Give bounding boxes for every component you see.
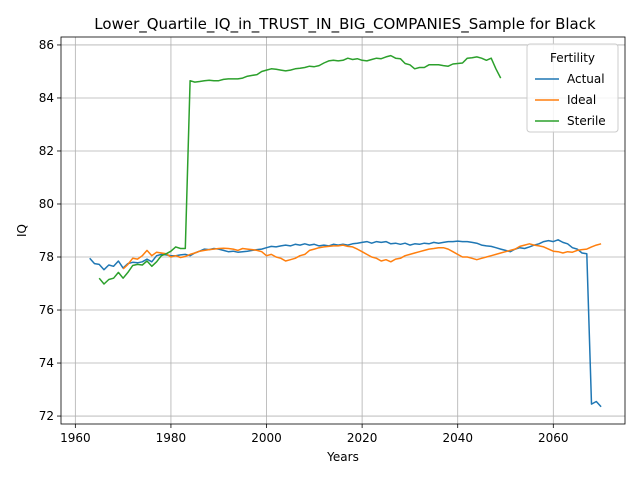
legend-label-sterile: Sterile: [567, 114, 606, 128]
x-tick-label: 2060: [538, 431, 569, 445]
y-tick-label: 72: [39, 409, 54, 423]
y-tick-label: 86: [39, 38, 54, 52]
x-tick-label: 2020: [347, 431, 378, 445]
x-axis-label: Years: [326, 450, 359, 464]
y-tick-label: 74: [39, 356, 54, 370]
y-tick-label: 76: [39, 303, 54, 317]
y-tick-label: 82: [39, 144, 54, 158]
chart-title: Lower_Quartile_IQ_in_TRUST_IN_BIG_COMPAN…: [94, 15, 596, 34]
x-tick-label: 1960: [60, 431, 91, 445]
grid-lines: [61, 37, 625, 424]
plot-frame: [60, 36, 626, 425]
series-line-ideal: [122, 243, 602, 270]
y-tick-label: 78: [39, 250, 54, 264]
x-tick-label: 1980: [156, 431, 187, 445]
x-tick-label: 2000: [251, 431, 282, 445]
legend-label-ideal: Ideal: [567, 93, 596, 107]
x-tick-label: 2040: [442, 431, 473, 445]
legend-box: [526, 43, 619, 133]
y-axis-label: IQ: [15, 224, 29, 237]
y-axis: 72 74 76 78 80 82 84 86: [39, 38, 61, 423]
y-tick-label: 84: [39, 91, 54, 105]
series-line-sterile: [98, 54, 502, 285]
y-tick-label: 80: [39, 197, 54, 211]
plot-series: [89, 54, 602, 408]
x-axis: 1960 1980 2000 2020 2040 2060: [60, 424, 569, 445]
legend-label-actual: Actual: [567, 72, 605, 86]
legend-title: Fertility: [550, 51, 595, 65]
legend-items: Actual Ideal Sterile: [535, 72, 606, 128]
legend: Fertility Actual Ideal Sterile: [526, 43, 619, 133]
